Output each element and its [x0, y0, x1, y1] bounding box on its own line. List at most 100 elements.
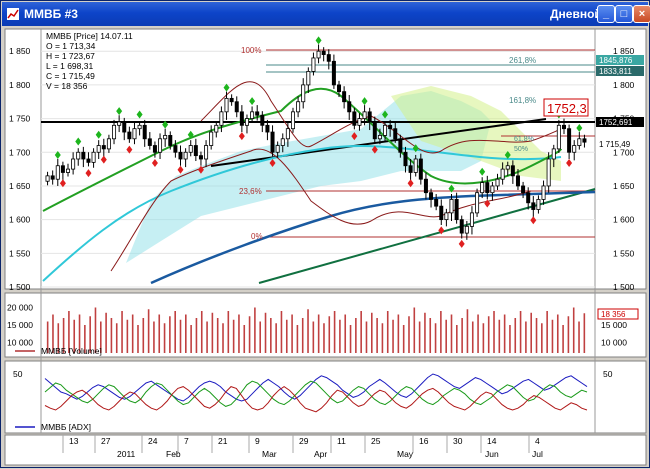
signal-down-marker	[85, 169, 92, 178]
price-axis-tick: 1 850	[9, 46, 31, 56]
price-axis-tick: 1 700	[613, 147, 635, 157]
candle-body	[439, 205, 444, 221]
volume-legend: ММВБ [Volume]	[41, 346, 102, 356]
volume-axis: 20 000 15 000 15 000 10 000 10 000	[7, 303, 627, 348]
candle-body	[204, 145, 209, 160]
signal-down-marker	[269, 159, 276, 168]
timeframe-label[interactable]: Дневной	[550, 7, 602, 21]
price-axis-tick: 1 500	[9, 282, 31, 292]
candle-body	[270, 131, 275, 153]
candle-body	[572, 145, 577, 153]
signal-up-marker	[223, 83, 230, 92]
signal-down-marker	[458, 239, 465, 248]
close-button[interactable]: ×	[633, 5, 650, 23]
title-bar[interactable]: ММВБ #3 Дневной _ □ ×	[2, 2, 650, 26]
candle-body	[163, 135, 168, 140]
fibonacci-levels	[266, 49, 595, 238]
moving-average-cyan	[42, 145, 562, 282]
date-month-tick: Apr	[314, 449, 327, 459]
minimize-button[interactable]: _	[597, 5, 615, 23]
signal-down-marker	[59, 179, 66, 188]
candle-body	[398, 138, 403, 153]
adx-legend: ММВБ [ADX]	[41, 422, 91, 432]
price-axis-tick: 1 700	[9, 147, 31, 157]
candle-body	[55, 165, 60, 180]
candle-body	[383, 124, 388, 136]
date-day-tick: 9	[255, 436, 260, 446]
cloud-lower	[126, 91, 491, 263]
price-axis-tick: 1 800	[9, 80, 31, 90]
candle-body	[337, 84, 342, 93]
fib-label: 0%	[251, 232, 263, 241]
candle-body	[444, 212, 449, 221]
signal-down-marker	[371, 145, 378, 154]
maximize-icon: □	[620, 8, 628, 20]
price-axis-tick: 1 600	[613, 215, 635, 225]
date-day-tick: 30	[453, 436, 463, 446]
candle-body	[306, 71, 311, 86]
maximize-button[interactable]: □	[615, 5, 633, 23]
candle-body	[122, 121, 127, 133]
candle-body	[311, 57, 316, 72]
signal-down-marker	[238, 132, 245, 141]
candle-body	[567, 128, 572, 153]
date-month-tick: Feb	[166, 449, 181, 459]
candle-body	[326, 54, 331, 62]
price-axis-tick: 1 800	[613, 80, 635, 90]
info-line: V = 18 356	[46, 81, 88, 91]
date-axis-panel	[4, 434, 647, 466]
candle-body	[142, 124, 147, 140]
signal-down-marker	[100, 155, 107, 164]
candle-body	[244, 118, 249, 126]
info-line: C = 1 715,49	[46, 71, 95, 81]
adx-panel	[4, 360, 647, 434]
date-day-tick: 21	[218, 436, 228, 446]
adx-series-line	[44, 385, 588, 413]
candle-body	[551, 148, 556, 160]
moving-average-blue	[150, 190, 596, 285]
fib-label: 50%	[514, 146, 528, 153]
volume-value-tag: 18 356	[601, 310, 626, 319]
candle-body	[541, 185, 546, 200]
candle-body	[86, 158, 91, 163]
price-axis-tick: 1 500	[613, 282, 635, 292]
candle-body	[158, 138, 163, 153]
candle-body	[331, 60, 336, 86]
candle-body	[112, 124, 117, 140]
candle-body	[101, 145, 106, 150]
value-tag-bg	[596, 66, 644, 76]
candle-body	[45, 175, 50, 182]
candle-body	[71, 158, 76, 170]
candle-body	[388, 124, 393, 130]
date-day-tick: 16	[419, 436, 429, 446]
info-line: ММВБ [Price] 14.07.11	[46, 31, 133, 41]
fib-label: 61,8%	[514, 136, 534, 143]
candle-body	[429, 192, 434, 200]
volume-axis-tick: 10 000	[7, 338, 33, 348]
candle-body	[76, 151, 81, 160]
date-day-tick: 14	[487, 436, 497, 446]
candle-body	[132, 128, 137, 140]
volume-axis-tick: 20 000	[7, 303, 33, 313]
candle-body	[434, 199, 439, 207]
candle-body	[50, 175, 55, 180]
fib-label: 261,8%	[509, 56, 536, 65]
date-month-tick: Jun	[485, 449, 499, 459]
candle-body	[127, 131, 132, 140]
value-tag: 1 715,49	[599, 140, 631, 149]
candle-body	[250, 111, 255, 119]
signal-down-marker	[177, 165, 184, 174]
candle-body	[490, 185, 495, 194]
candle-body	[178, 151, 183, 160]
candle-body	[449, 199, 454, 214]
value-tag: 1752,691	[599, 118, 633, 127]
candle-body	[239, 111, 244, 126]
date-axis: 13 27 24 7 21 9 29 11 25 16 30 14 4 2011 Feb Mar Apr May J…	[62, 435, 543, 459]
value-tag: 1833,811	[599, 67, 632, 76]
date-day-tick: 13	[69, 436, 79, 446]
candle-body	[188, 145, 193, 153]
price-axis-tick: 1 550	[613, 248, 635, 258]
candle-body	[193, 145, 198, 157]
date-day-tick: 25	[371, 436, 381, 446]
